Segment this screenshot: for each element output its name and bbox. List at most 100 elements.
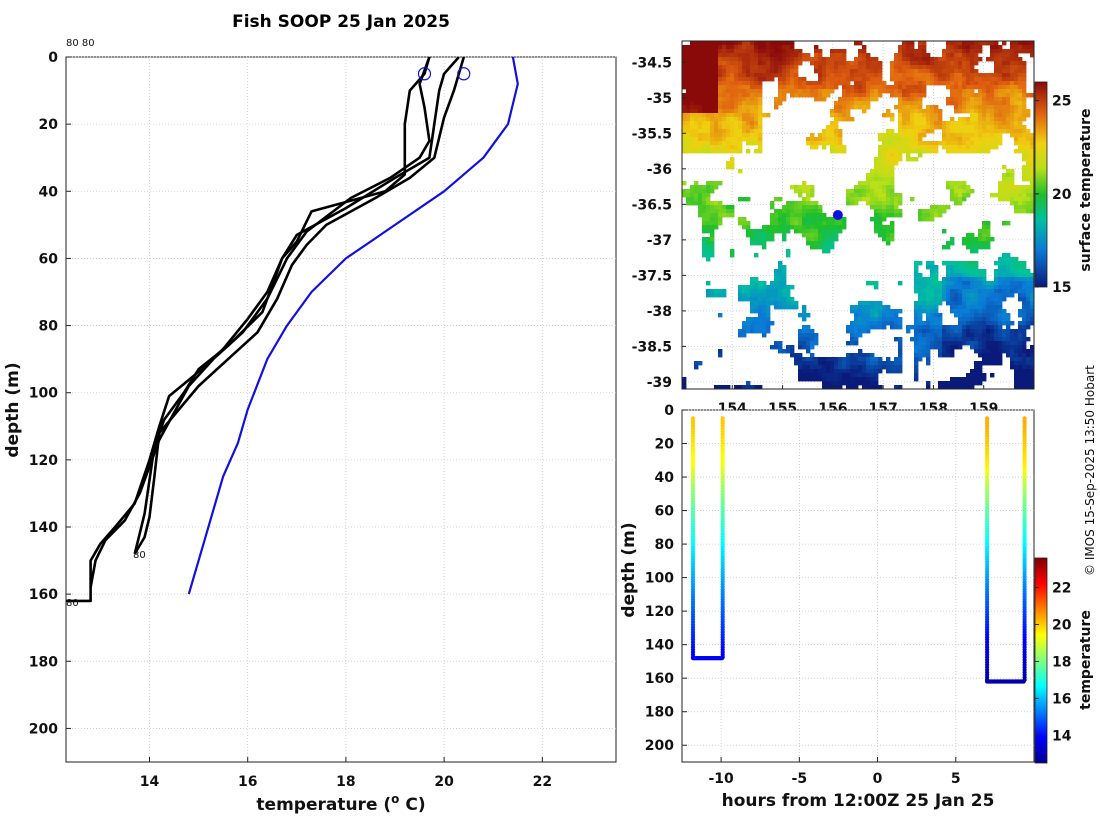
sst-cell bbox=[938, 205, 943, 210]
sst-cell bbox=[910, 49, 915, 54]
sst-cell bbox=[862, 305, 867, 310]
sst-cell bbox=[718, 217, 723, 222]
sst-cell bbox=[1010, 361, 1015, 366]
sst-cell bbox=[886, 169, 891, 174]
sst-cell bbox=[1018, 41, 1023, 46]
sst-cell bbox=[866, 309, 871, 314]
sst-cell bbox=[738, 101, 743, 106]
sst-cell bbox=[906, 69, 911, 74]
sst-cell bbox=[726, 89, 731, 94]
sst-cell bbox=[794, 77, 799, 82]
sst-cell bbox=[938, 349, 943, 354]
sst-cell bbox=[918, 321, 923, 326]
sst-cell bbox=[998, 297, 1003, 302]
sst-cell bbox=[798, 57, 803, 62]
sst-cell bbox=[886, 201, 891, 206]
sst-cell bbox=[850, 105, 855, 110]
sst-cell bbox=[842, 93, 847, 98]
sst-cell bbox=[958, 121, 963, 126]
profile-start-marker bbox=[457, 67, 471, 81]
sst-cell bbox=[998, 61, 1003, 66]
sst-cell bbox=[754, 297, 759, 302]
sst-cell bbox=[878, 361, 883, 366]
sst-cell bbox=[946, 241, 951, 246]
sst-cell bbox=[834, 369, 839, 374]
sst-cell bbox=[882, 317, 887, 322]
sst-cell bbox=[738, 41, 743, 46]
sst-cell bbox=[750, 137, 755, 142]
sst-cell bbox=[774, 341, 779, 346]
sst-cell bbox=[938, 213, 943, 218]
sst-cell bbox=[978, 353, 983, 358]
sst-cell bbox=[946, 41, 951, 46]
sst-cell bbox=[694, 77, 699, 82]
sst-cell bbox=[822, 93, 827, 98]
sst-cell bbox=[1014, 81, 1019, 86]
sst-cell bbox=[910, 109, 915, 114]
sst-cell bbox=[870, 81, 875, 86]
sst-cell bbox=[818, 89, 823, 94]
sst-cell bbox=[970, 281, 975, 286]
sst-cell bbox=[986, 241, 991, 246]
sst-cell bbox=[790, 93, 795, 98]
sst-cell bbox=[742, 125, 747, 130]
profile-y-tick-label: 140 bbox=[29, 520, 58, 536]
sst-cell bbox=[778, 209, 783, 214]
sst-cell bbox=[758, 313, 763, 318]
sst-cell bbox=[802, 229, 807, 234]
sst-cell bbox=[1006, 269, 1011, 274]
sst-cell bbox=[910, 73, 915, 78]
sst-cell bbox=[1010, 357, 1015, 362]
sst-cell bbox=[690, 145, 695, 150]
sst-cell bbox=[766, 233, 771, 238]
sst-cell bbox=[846, 77, 851, 82]
sst-cell bbox=[806, 373, 811, 378]
sst-cell bbox=[814, 245, 819, 250]
sst-cell bbox=[1026, 273, 1031, 278]
sst-cell bbox=[686, 69, 691, 74]
sst-cell bbox=[946, 349, 951, 354]
sst-cell bbox=[982, 225, 987, 230]
sst-cell bbox=[774, 301, 779, 306]
sst-cell bbox=[766, 53, 771, 58]
sst-cell bbox=[750, 325, 755, 330]
sst-cell bbox=[1018, 269, 1023, 274]
sst-cell bbox=[842, 221, 847, 226]
sst-cell bbox=[866, 301, 871, 306]
sst-cell bbox=[826, 81, 831, 86]
sst-cell bbox=[742, 109, 747, 114]
profile-y-tick-label: 60 bbox=[39, 251, 59, 267]
sst-cell bbox=[1018, 77, 1023, 82]
sst-cell bbox=[710, 81, 715, 86]
sst-cell bbox=[878, 317, 883, 322]
sst-cell bbox=[1002, 261, 1007, 266]
sst-cell bbox=[986, 149, 991, 154]
sst-cell bbox=[994, 85, 999, 90]
sst-cell bbox=[718, 109, 723, 114]
sst-cell bbox=[1014, 329, 1019, 334]
sst-cell bbox=[826, 365, 831, 370]
sst-cell bbox=[834, 373, 839, 378]
sst-cell bbox=[794, 301, 799, 306]
sst-cell bbox=[1010, 257, 1015, 262]
sst-cell bbox=[742, 49, 747, 54]
sst-cell bbox=[730, 65, 735, 70]
sst-cell bbox=[874, 205, 879, 210]
sst-cell bbox=[970, 105, 975, 110]
sst-cell bbox=[906, 105, 911, 110]
sst-cell bbox=[682, 57, 687, 62]
sst-cell bbox=[694, 361, 699, 366]
sst-cell bbox=[982, 285, 987, 290]
sst-cell bbox=[994, 89, 999, 94]
sst-cell bbox=[890, 313, 895, 318]
sst-cell bbox=[890, 193, 895, 198]
sst-cell bbox=[894, 317, 899, 322]
sst-cell bbox=[682, 69, 687, 74]
sst-cell bbox=[738, 293, 743, 298]
sst-cell bbox=[1014, 257, 1019, 262]
sst-cell bbox=[826, 245, 831, 250]
sst-cell bbox=[846, 109, 851, 114]
sst-cell bbox=[882, 309, 887, 314]
sst-cell bbox=[1022, 133, 1027, 138]
sst-cell bbox=[722, 69, 727, 74]
